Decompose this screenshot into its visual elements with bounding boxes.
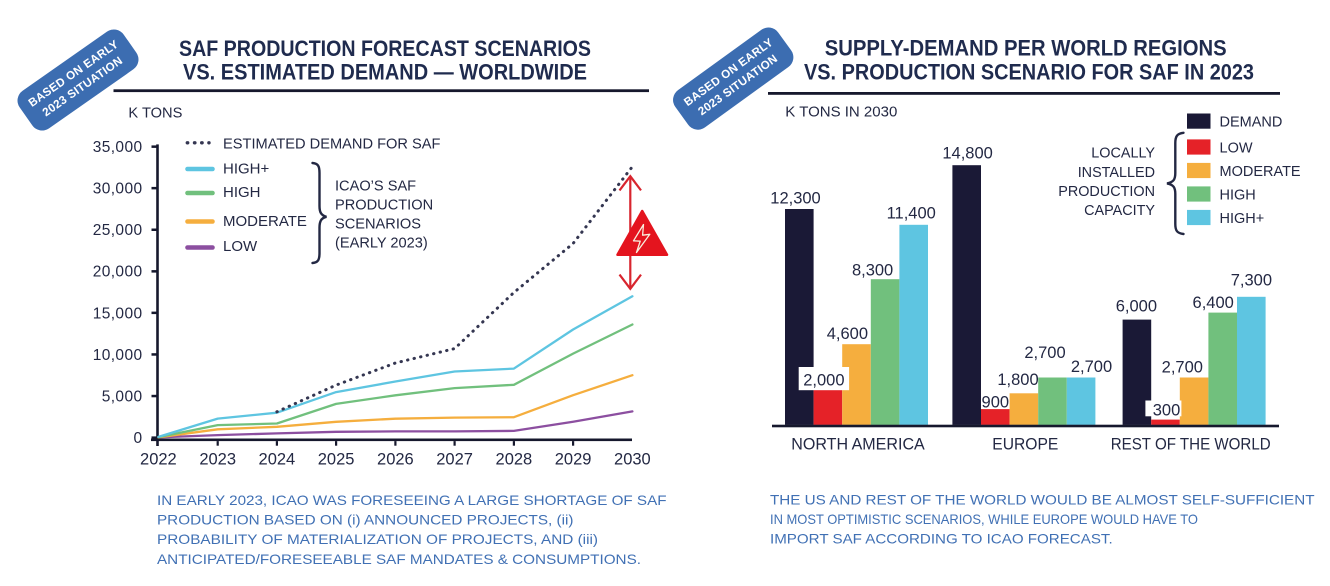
svg-text:SAF PRODUCTION FORECAST SCENAR: SAF PRODUCTION FORECAST SCENARIOS: [179, 36, 591, 61]
svg-text:1,800: 1,800: [997, 371, 1038, 389]
svg-text:2025: 2025: [318, 451, 355, 469]
svg-text:EUROPE: EUROPE: [992, 436, 1058, 454]
svg-text:HIGH+: HIGH+: [223, 161, 270, 178]
svg-text:30,000: 30,000: [93, 181, 143, 198]
svg-text:0: 0: [133, 430, 142, 447]
svg-text:25,000: 25,000: [93, 222, 143, 239]
svg-text:300: 300: [1153, 401, 1181, 419]
svg-text:PRODUCTION: PRODUCTION: [1058, 184, 1155, 200]
svg-text:ICAO’S SAF: ICAO’S SAF: [335, 179, 416, 195]
svg-text:PRODUCTION BASED ON (i) ANNOUN: PRODUCTION BASED ON (i) ANNOUNCED PROJEC…: [157, 512, 574, 528]
svg-text:IN EARLY 2023, ICAO WAS FORESE: IN EARLY 2023, ICAO WAS FORESEEING A LAR…: [157, 492, 667, 508]
svg-text:DEMAND: DEMAND: [1220, 115, 1283, 131]
svg-text:VS. ESTIMATED DEMAND — WORLDWI: VS. ESTIMATED DEMAND — WORLDWIDE: [183, 60, 587, 85]
svg-text:HIGH: HIGH: [223, 184, 261, 201]
svg-text:LOCALLY: LOCALLY: [1091, 146, 1155, 162]
svg-text:ESTIMATED DEMAND FOR SAF: ESTIMATED DEMAND FOR SAF: [223, 135, 441, 152]
svg-text:2,700: 2,700: [1162, 358, 1203, 376]
svg-text:IN MOST OPTIMISTIC SCENARIOS,: IN MOST OPTIMISTIC SCENARIOS, WHILE EURO…: [770, 511, 1198, 527]
svg-text:MODERATE: MODERATE: [1220, 164, 1301, 180]
svg-text:35,000: 35,000: [93, 139, 143, 156]
svg-text:PRODUCTION: PRODUCTION: [335, 198, 433, 214]
svg-text:HIGH+: HIGH+: [1220, 211, 1265, 227]
svg-text:THE US AND REST OF THE WORLD W: THE US AND REST OF THE WORLD WOULD BE AL…: [770, 492, 1315, 508]
svg-text:2,000: 2,000: [803, 372, 844, 390]
svg-text:LOW: LOW: [1220, 141, 1253, 157]
svg-text:VS. PRODUCTION SCENARIO FOR SA: VS. PRODUCTION SCENARIO FOR SAF IN 2023: [804, 60, 1254, 85]
svg-text:2026: 2026: [377, 451, 414, 469]
svg-text:K TONS IN 2030: K TONS IN 2030: [785, 104, 897, 120]
svg-text:14,800: 14,800: [942, 144, 992, 162]
svg-text:5,000: 5,000: [102, 388, 143, 405]
svg-text:ANTICIPATED/FORESEEABLE SAF MA: ANTICIPATED/FORESEEABLE SAF MANDATES & C…: [157, 551, 641, 567]
svg-text:4,600: 4,600: [827, 325, 868, 343]
svg-text:2027: 2027: [436, 451, 473, 469]
svg-text:2029: 2029: [555, 451, 592, 469]
svg-text:2,700: 2,700: [1071, 358, 1112, 376]
svg-text:7,300: 7,300: [1231, 271, 1272, 289]
svg-text:12,300: 12,300: [770, 190, 820, 208]
svg-text:2022: 2022: [140, 451, 177, 469]
svg-text:REST OF THE WORLD: REST OF THE WORLD: [1111, 436, 1271, 454]
svg-text:LOW: LOW: [223, 238, 258, 255]
svg-text:2030: 2030: [614, 451, 651, 469]
svg-text:CAPACITY: CAPACITY: [1084, 203, 1155, 219]
svg-text:(EARLY 2023): (EARLY 2023): [335, 235, 428, 251]
svg-text:6,400: 6,400: [1193, 294, 1234, 312]
svg-text:NORTH AMERICA: NORTH AMERICA: [791, 436, 925, 454]
svg-text:8,300: 8,300: [852, 261, 893, 279]
svg-text:2028: 2028: [496, 451, 533, 469]
svg-text:INSTALLED: INSTALLED: [1078, 165, 1155, 181]
svg-text:2023: 2023: [199, 451, 236, 469]
svg-text:2,700: 2,700: [1024, 344, 1065, 362]
svg-text:SCENARIOS: SCENARIOS: [335, 217, 421, 233]
svg-text:K TONS: K TONS: [128, 106, 182, 122]
svg-text:15,000: 15,000: [93, 305, 143, 322]
svg-text:IMPORT SAF ACCORDING TO ICAO F: IMPORT SAF ACCORDING TO ICAO FORECAST.: [770, 531, 1113, 547]
svg-text:20,000: 20,000: [93, 264, 143, 281]
svg-text:11,400: 11,400: [887, 205, 936, 223]
svg-text:900: 900: [982, 394, 1010, 412]
svg-text:2024: 2024: [259, 451, 296, 469]
svg-text:HIGH: HIGH: [1220, 188, 1256, 204]
svg-text:MODERATE: MODERATE: [223, 213, 307, 230]
svg-text:6,000: 6,000: [1116, 298, 1157, 316]
svg-text:PROBABILITY OF MATERIALIZATION: PROBABILITY OF MATERIALIZATION OF PROJEC…: [157, 531, 598, 547]
svg-text:SUPPLY-DEMAND PER WORLD REGION: SUPPLY-DEMAND PER WORLD REGIONS: [825, 36, 1227, 61]
svg-text:10,000: 10,000: [93, 347, 143, 364]
